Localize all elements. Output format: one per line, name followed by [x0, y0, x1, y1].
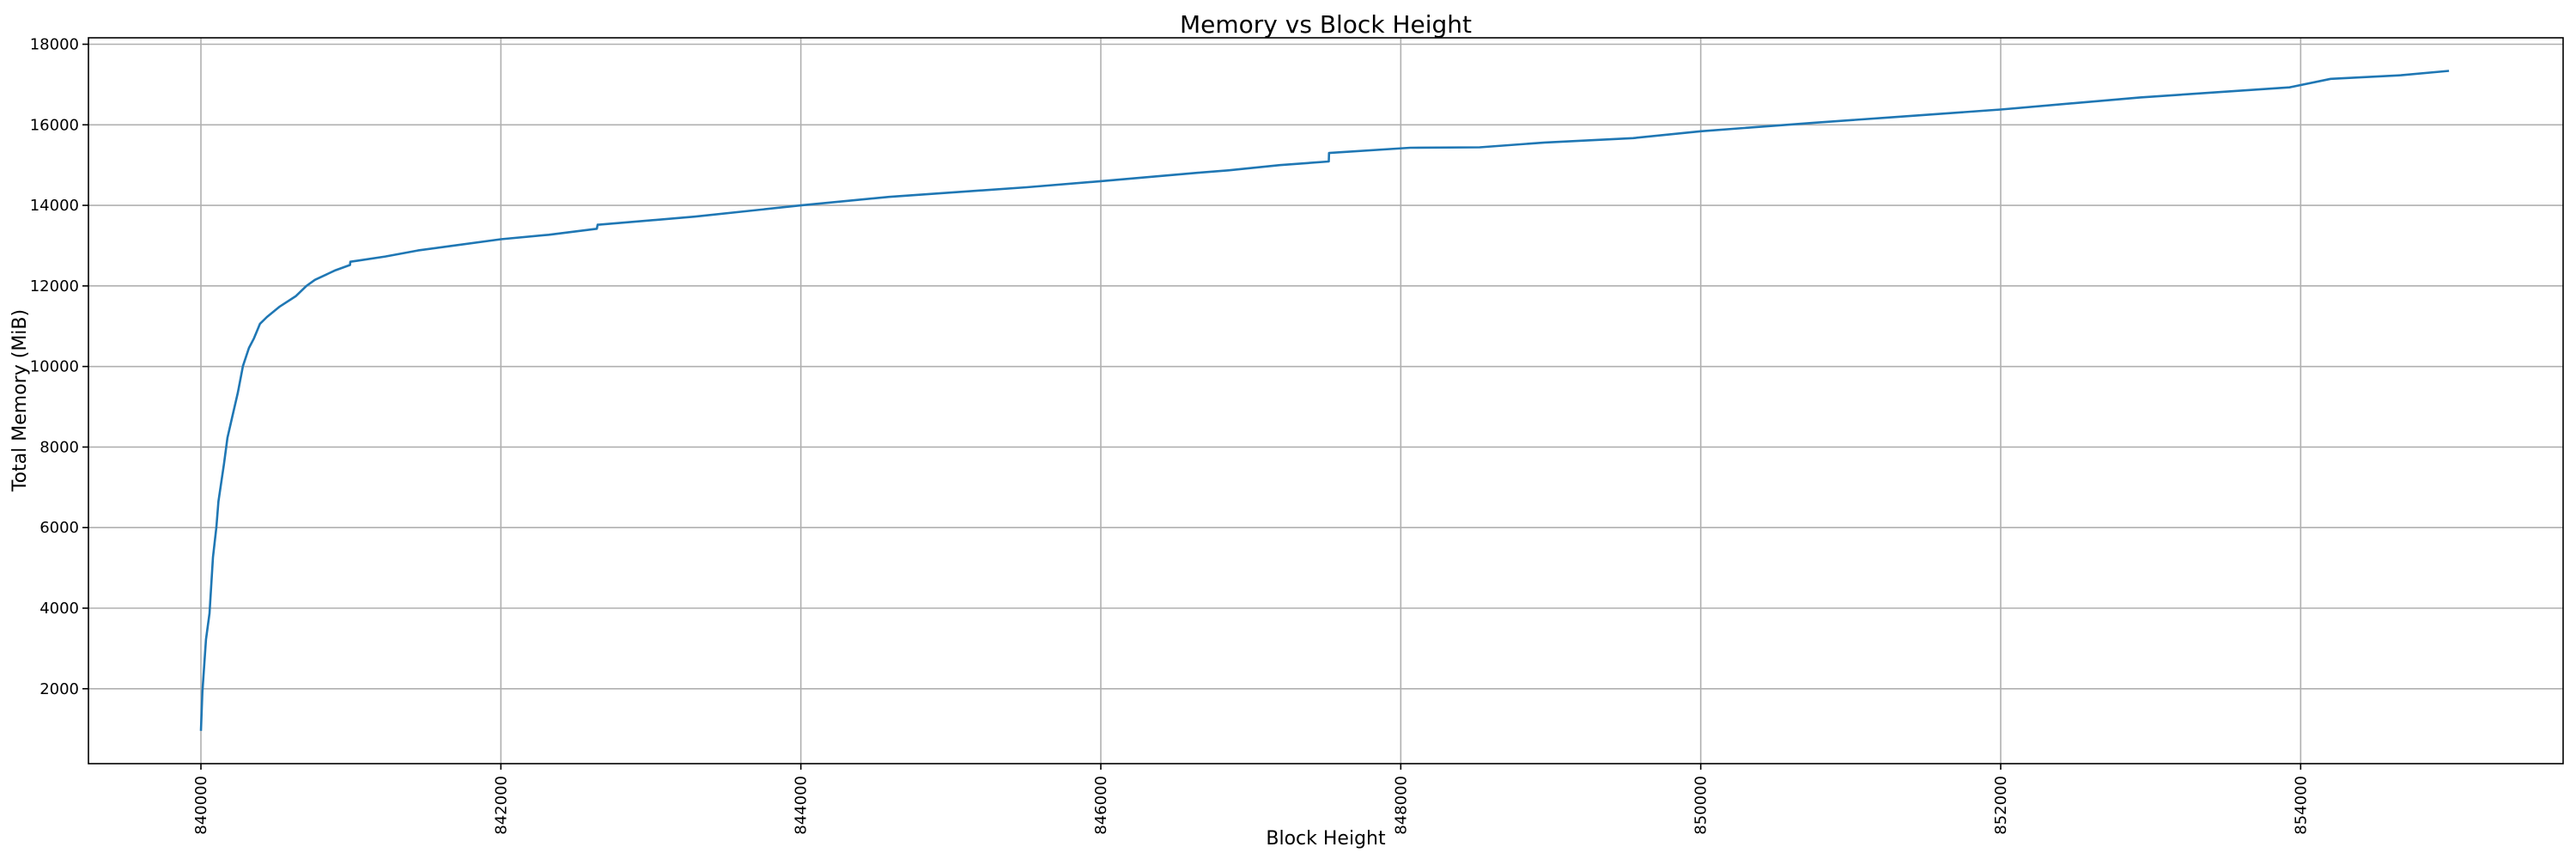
x-tick-label: 840000 — [192, 776, 210, 835]
x-tick-label: 848000 — [1392, 776, 1410, 835]
memory-series-line — [199, 70, 2450, 731]
y-tick-label: 16000 — [30, 116, 79, 134]
y-tick-label: 10000 — [30, 358, 79, 376]
y-tick-label: 6000 — [39, 519, 79, 537]
x-tick-label: 842000 — [492, 776, 510, 835]
y-tick-label: 2000 — [39, 680, 79, 698]
y-axis-label: Total Memory (MiB) — [9, 309, 31, 492]
x-axis: 840000 842000 844000 846000 848000 850000 8520… — [192, 764, 2310, 835]
y-tick-label: 14000 — [30, 197, 79, 215]
y-tick-label: 4000 — [39, 600, 79, 618]
x-tick-label: 850000 — [1692, 776, 1710, 835]
y-tick-label: 12000 — [30, 277, 79, 295]
x-tick-label: 844000 — [793, 776, 811, 835]
y-tick-label: 8000 — [39, 438, 79, 456]
series-layer — [199, 70, 2450, 731]
x-tick-label: 846000 — [1092, 776, 1110, 835]
chart-title: Memory vs Block Height — [1180, 10, 1472, 39]
y-tick-label: 18000 — [30, 36, 79, 54]
x-axis-label: Block Height — [1266, 828, 1386, 850]
plot-frame — [88, 37, 2564, 765]
x-tick-label: 854000 — [2292, 776, 2310, 835]
y-axis: 2000 4000 6000 8000 10000 12000 14000 16000 1800… — [30, 36, 88, 698]
grid — [88, 38, 2563, 764]
x-tick-label: 852000 — [1992, 776, 2010, 835]
